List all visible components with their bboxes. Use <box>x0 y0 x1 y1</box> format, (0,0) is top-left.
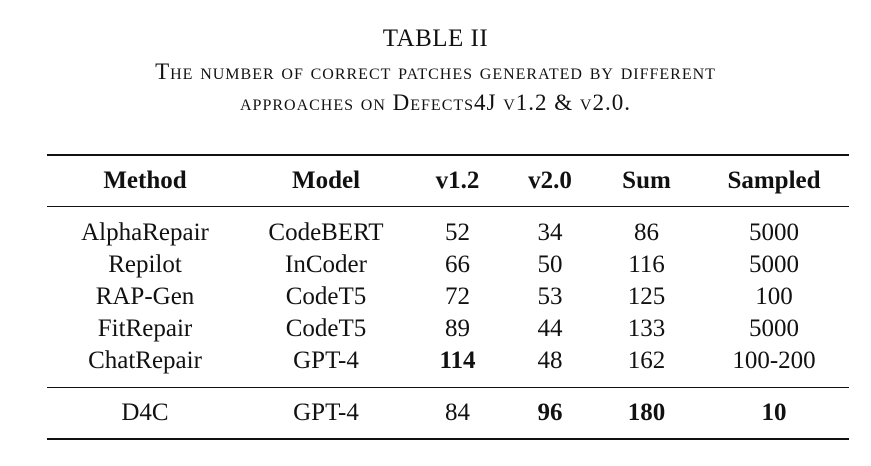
cell-model: GPT-4 <box>293 399 359 426</box>
table-row-proposed: D4C GPT-4 84 96 180 10 <box>47 387 849 439</box>
cell-v20: 50 <box>537 251 563 278</box>
cell-sampled: 100 <box>755 283 793 310</box>
cell-model: CodeT5 <box>285 283 367 310</box>
cell-model: InCoder <box>285 251 367 278</box>
cell-sampled: 100-200 <box>732 347 816 374</box>
cell-model: CodeBERT <box>268 219 384 246</box>
cell-v12: 72 <box>445 283 470 310</box>
caption-line-1: The number of correct patches generated … <box>155 59 716 84</box>
table-row: FitRepair CodeT5 89 44 133 5000 <box>47 313 849 345</box>
cell-sum: 162 <box>627 347 666 374</box>
table-row: RAP-Gen CodeT5 72 53 125 100 <box>47 281 849 313</box>
table-row: AlphaRepair CodeBERT 52 34 86 5000 <box>47 207 849 250</box>
header-sampled: Sampled <box>727 167 821 194</box>
cell-method: FitRepair <box>97 315 193 342</box>
cell-v20: 34 <box>537 219 563 246</box>
header-v12: v1.2 <box>435 167 480 194</box>
header-method: Method <box>103 167 187 194</box>
cell-model: CodeT5 <box>285 315 367 342</box>
cell-sum: 133 <box>627 315 666 342</box>
header-model: Model <box>291 167 361 194</box>
cell-model: GPT-4 <box>293 347 359 374</box>
cell-sampled-best: 10 <box>761 399 787 426</box>
cell-v12: 84 <box>445 399 470 426</box>
cell-v20-best: 96 <box>537 399 563 426</box>
cell-sampled: 5000 <box>749 251 799 278</box>
cell-v20: 53 <box>537 283 563 310</box>
table-row: ChatRepair GPT-4 114 48 162 100-200 <box>47 345 849 388</box>
header-row: Method Model v1.2 v2.0 Sum Sampled <box>47 155 849 207</box>
cell-sampled: 5000 <box>749 219 799 246</box>
cell-v20: 48 <box>537 347 563 374</box>
cell-method: RAP-Gen <box>95 283 195 310</box>
cell-method: Repilot <box>108 251 182 278</box>
cell-v20: 44 <box>537 315 563 342</box>
cell-method: ChatRepair <box>88 347 202 374</box>
cell-sum-best: 180 <box>627 399 666 426</box>
header-v20: v2.0 <box>528 167 572 194</box>
cell-sum: 86 <box>634 219 659 246</box>
cell-method: D4C <box>121 399 169 426</box>
results-table: Method Model v1.2 v2.0 Sum Sampled Alpha… <box>47 154 849 440</box>
cell-v12: 89 <box>445 315 470 342</box>
table-caption: TABLE II The number of correct patches g… <box>0 22 871 118</box>
cell-v12: 52 <box>445 219 470 246</box>
cell-v12-best: 114 <box>439 347 476 374</box>
cell-sum: 125 <box>627 283 666 310</box>
table-row: Repilot InCoder 66 50 116 5000 <box>47 249 849 281</box>
caption-line-2: approaches on Defects4J v1.2 & v2.0. <box>240 90 631 115</box>
cell-method: AlphaRepair <box>81 219 209 246</box>
cell-sampled: 5000 <box>749 315 799 342</box>
table-number: TABLE II <box>382 25 489 52</box>
header-sum: Sum <box>622 167 671 194</box>
cell-v12: 66 <box>445 251 470 278</box>
cell-sum: 116 <box>628 251 665 278</box>
